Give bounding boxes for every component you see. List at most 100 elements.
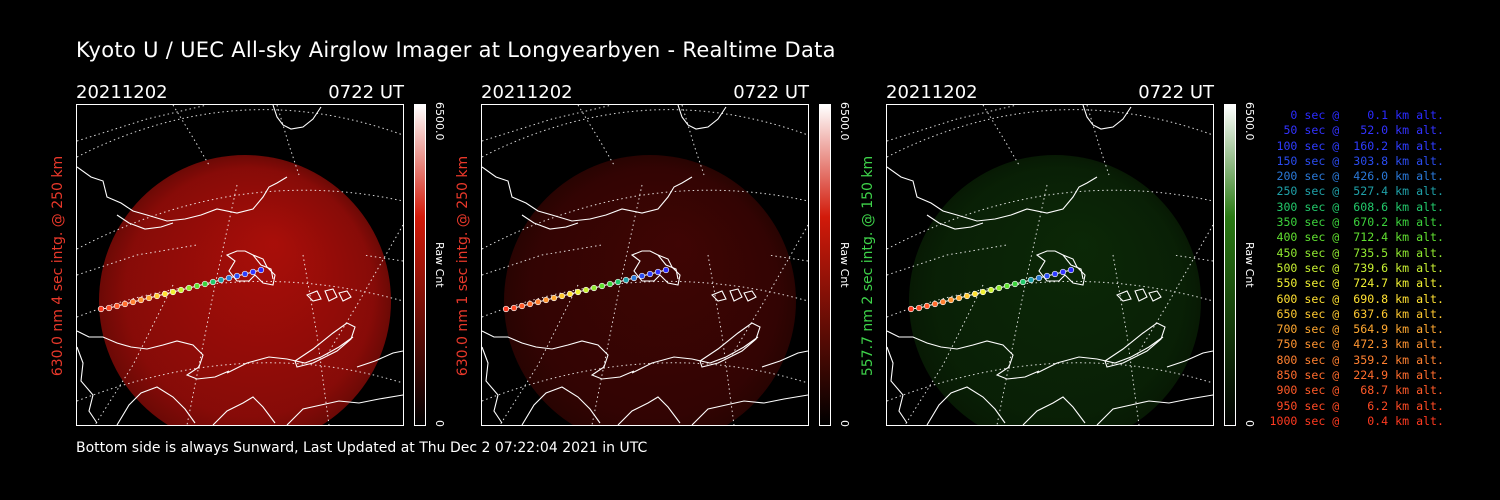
trajectory-point <box>971 290 979 298</box>
trajectory-point <box>622 276 630 284</box>
trajectory <box>907 266 1075 313</box>
panel-time: 0722 UT <box>328 82 404 103</box>
legend-entry: 950 sec @ 6.2 km alt. <box>1269 398 1444 413</box>
imager-panel-1: 20211202 0722 UT 630.0 nm 4 sec intg. @ … <box>50 80 476 430</box>
trajectory-point <box>646 270 654 278</box>
trajectory-point <box>550 294 558 302</box>
trajectory-point <box>121 300 129 308</box>
trajectory-point <box>931 300 939 308</box>
legend-entry: 500 sec @ 739.6 km alt. <box>1269 260 1444 275</box>
trajectory-point <box>177 286 185 294</box>
legend-entry: 900 sec @ 68.7 km alt. <box>1269 383 1444 398</box>
trajectory-point <box>598 282 606 290</box>
trajectory-point <box>963 292 971 300</box>
trajectory-point <box>225 274 233 282</box>
imager-panel-3: 20211202 0722 UT 557.7 nm 2 sec intg. @ … <box>860 80 1286 430</box>
trajectory-point <box>193 282 201 290</box>
trajectory-point <box>1019 278 1027 286</box>
trajectory-point <box>1011 280 1019 288</box>
trajectory-point <box>185 284 193 292</box>
legend-entry: 150 sec @ 303.8 km alt. <box>1269 153 1444 168</box>
trajectory-point <box>257 266 265 274</box>
trajectory-point <box>662 266 670 274</box>
trajectory-point <box>518 302 526 310</box>
allsky-image <box>76 104 404 426</box>
trajectory-point <box>614 278 622 286</box>
trajectory-point <box>907 305 915 313</box>
sky-disc <box>909 155 1201 425</box>
legend-entry: 250 sec @ 527.4 km alt. <box>1269 184 1444 199</box>
trajectory-point <box>502 305 510 313</box>
legend-entry: 300 sec @ 608.6 km alt. <box>1269 199 1444 214</box>
colorbar-unit-label: Raw Cnt <box>1243 242 1256 288</box>
panel-date: 20211202 <box>886 82 978 103</box>
trajectory-point <box>209 278 217 286</box>
trajectory-point <box>915 304 923 312</box>
trajectory-point <box>955 294 963 302</box>
trajectory-point <box>542 296 550 304</box>
trajectory-point <box>1059 268 1067 276</box>
trajectory-point <box>534 298 542 306</box>
colorbar-max-label: 6500.0 <box>838 102 851 141</box>
imager-panel-2: 20211202 0722 UT 630.0 nm 1 sec intg. @ … <box>455 80 881 430</box>
trajectory-point <box>566 290 574 298</box>
colorbar-max-label: 6500.0 <box>433 102 446 141</box>
trajectory-point <box>630 274 638 282</box>
trajectory-point <box>137 296 145 304</box>
trajectory-point <box>233 272 241 280</box>
colorbar-min-label: 0 <box>433 420 446 427</box>
trajectory-point <box>145 294 153 302</box>
trajectory <box>502 266 670 313</box>
legend-entry: 850 sec @ 224.9 km alt. <box>1269 368 1444 383</box>
legend-entry: 50 sec @ 52.0 km alt. <box>1269 123 1444 138</box>
trajectory-point <box>1027 276 1035 284</box>
trajectory-point <box>1003 282 1011 290</box>
trajectory-point <box>161 290 169 298</box>
legend-entry: 400 sec @ 712.4 km alt. <box>1269 230 1444 245</box>
trajectory-point <box>105 304 113 312</box>
panel-time: 0722 UT <box>733 82 809 103</box>
legend-entry: 350 sec @ 670.2 km alt. <box>1269 215 1444 230</box>
trajectory-point <box>558 292 566 300</box>
trajectory-point <box>113 302 121 310</box>
trajectory-point <box>582 286 590 294</box>
colorbar <box>819 104 831 426</box>
colorbar-max-label: 6500.0 <box>1243 102 1256 141</box>
footer-note: Bottom side is always Sunward, Last Upda… <box>76 440 648 456</box>
trajectory-point <box>1043 272 1051 280</box>
sky-disc <box>504 155 796 425</box>
trajectory-point <box>249 268 257 276</box>
legend-entry: 700 sec @ 564.9 km alt. <box>1269 322 1444 337</box>
trajectory-point <box>638 272 646 280</box>
colorbar-unit-label: Raw Cnt <box>838 242 851 288</box>
trajectory-point <box>153 292 161 300</box>
allsky-image <box>886 104 1214 426</box>
legend-entry: 750 sec @ 472.3 km alt. <box>1269 337 1444 352</box>
trajectory-point <box>129 298 137 306</box>
colorbar-min-label: 0 <box>1243 420 1256 427</box>
lat-lon-grid <box>887 105 1213 425</box>
trajectory-point <box>97 305 105 313</box>
trajectory-point <box>987 286 995 294</box>
trajectory-point <box>574 288 582 296</box>
legend-entry: 100 sec @ 160.2 km alt. <box>1269 138 1444 153</box>
legend-entry: 450 sec @ 735.5 km alt. <box>1269 245 1444 260</box>
trajectory-point <box>590 284 598 292</box>
trajectory-legend: 0 sec @ 0.1 km alt. 50 sec @ 52.0 km alt… <box>1262 108 1444 429</box>
trajectory-point <box>606 280 614 288</box>
panel-time: 0722 UT <box>1138 82 1214 103</box>
trajectory-point <box>217 276 225 284</box>
trajectory-point <box>526 300 534 308</box>
trajectory-point <box>654 268 662 276</box>
trajectory-point <box>241 270 249 278</box>
coastline <box>77 105 403 425</box>
trajectory-point <box>979 288 987 296</box>
trajectory-point <box>939 298 947 306</box>
lat-lon-grid <box>482 105 808 425</box>
trajectory-point <box>923 302 931 310</box>
colorbar-unit-label: Raw Cnt <box>433 242 446 288</box>
trajectory-point <box>1067 266 1075 274</box>
coastline <box>482 105 808 425</box>
legend-entry: 800 sec @ 359.2 km alt. <box>1269 352 1444 367</box>
legend-entry: 200 sec @ 426.0 km alt. <box>1269 169 1444 184</box>
